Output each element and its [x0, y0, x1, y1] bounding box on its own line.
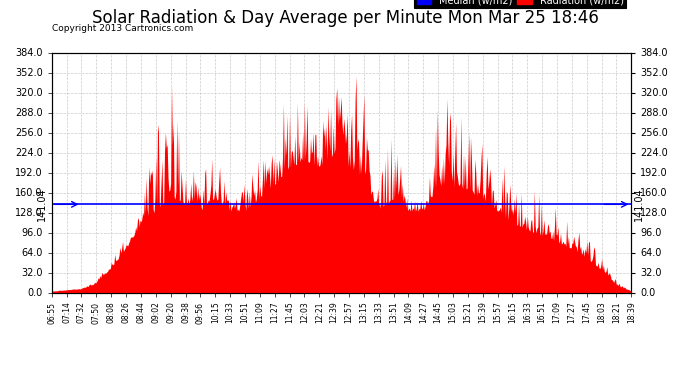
Text: Copyright 2013 Cartronics.com: Copyright 2013 Cartronics.com — [52, 24, 193, 33]
Legend: Median (w/m2), Radiation (w/m2): Median (w/m2), Radiation (w/m2) — [414, 0, 627, 8]
Text: 141.04: 141.04 — [37, 188, 48, 221]
Text: Solar Radiation & Day Average per Minute Mon Mar 25 18:46: Solar Radiation & Day Average per Minute… — [92, 9, 598, 27]
Text: 141.04: 141.04 — [634, 188, 644, 221]
